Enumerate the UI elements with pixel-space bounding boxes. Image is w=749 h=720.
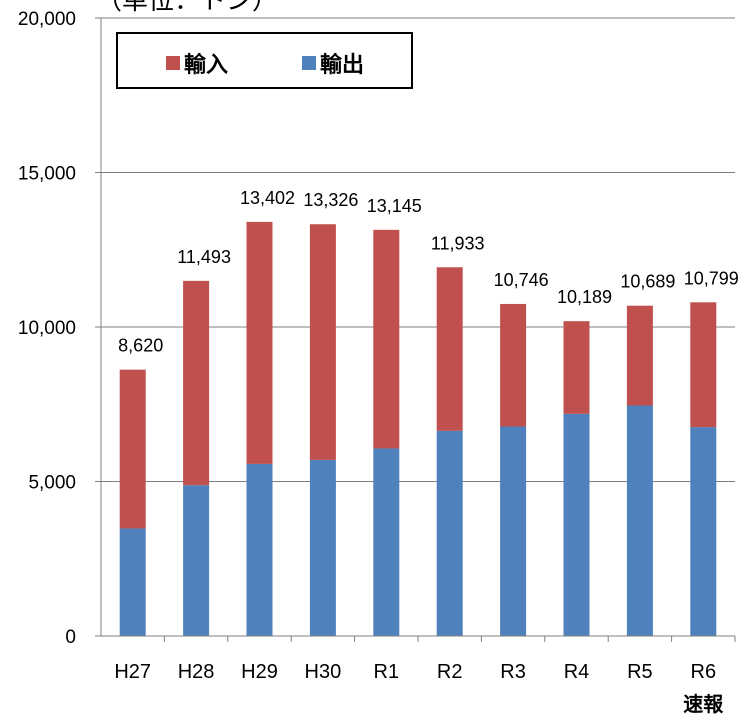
x-tick-label: R1 bbox=[374, 661, 400, 683]
bar-export bbox=[183, 485, 210, 636]
unit-label: （単位：トン） bbox=[96, 0, 279, 16]
y-tick-label: 15,000 bbox=[18, 164, 76, 185]
x-tick-label: R2 bbox=[437, 661, 463, 683]
y-tick-label: 20,000 bbox=[18, 9, 76, 30]
bar-import bbox=[626, 305, 653, 406]
bar-export bbox=[626, 405, 653, 636]
legend-item-import: 輸入 bbox=[166, 47, 228, 79]
bar-export bbox=[500, 426, 527, 636]
data-label-total: 13,145 bbox=[367, 196, 422, 216]
x-tick-label: R4 bbox=[564, 661, 590, 683]
x-tick-sublabel: 速報 bbox=[683, 692, 724, 716]
bar-import bbox=[373, 229, 400, 449]
bar-export bbox=[436, 430, 463, 636]
bar-import bbox=[436, 267, 463, 431]
x-tick-label: H30 bbox=[305, 661, 342, 683]
y-tick-label: 10,000 bbox=[18, 318, 76, 339]
axes bbox=[95, 17, 736, 642]
x-tick-label: H29 bbox=[241, 661, 278, 683]
data-labels: 8,620 11,493 13,402 13,326 13,145 11,933 10,74… bbox=[118, 188, 739, 356]
data-label-total: 11,933 bbox=[431, 233, 485, 253]
y-tick-label: 5,000 bbox=[28, 473, 76, 494]
x-tick-label: H27 bbox=[114, 661, 151, 683]
data-label-total: 10,689 bbox=[620, 272, 675, 292]
bar-import bbox=[119, 369, 146, 529]
y-tick-label: 0 bbox=[65, 627, 76, 648]
legend: 輸入 輸出 bbox=[116, 32, 413, 89]
data-label-total: 10,746 bbox=[494, 270, 549, 290]
bar-export bbox=[563, 413, 590, 636]
data-label-total: 11,493 bbox=[177, 247, 231, 267]
data-label-total: 10,189 bbox=[557, 287, 612, 307]
x-tick-label: R3 bbox=[500, 661, 526, 683]
bar-export bbox=[690, 427, 717, 636]
legend-label-import: 輸入 bbox=[184, 53, 229, 78]
legend-swatch-export bbox=[302, 56, 316, 70]
data-label-total: 8,620 bbox=[118, 336, 163, 356]
legend-label-export: 輸出 bbox=[320, 53, 365, 78]
x-tick-label: H28 bbox=[178, 661, 215, 683]
x-tick-label: R6 bbox=[691, 661, 717, 683]
data-label-total: 10,799 bbox=[684, 268, 739, 288]
x-tick-label: R5 bbox=[627, 661, 653, 683]
bar-import bbox=[246, 221, 273, 464]
legend-swatch-import bbox=[166, 56, 180, 70]
bar-export bbox=[309, 459, 336, 636]
bar-import bbox=[183, 280, 210, 486]
bar-export bbox=[373, 448, 400, 636]
bar-export bbox=[246, 463, 273, 636]
bar-import bbox=[690, 302, 717, 428]
tick-labels: 0 5,000 10,000 15,000 20,000 H27 H28 H29 H30 R1 R2… bbox=[18, 9, 724, 716]
bars bbox=[119, 221, 717, 636]
data-label-total: 13,326 bbox=[303, 190, 358, 210]
bar-import bbox=[563, 321, 590, 414]
data-label-total: 13,402 bbox=[240, 188, 295, 208]
legend-item-export: 輸出 bbox=[302, 47, 364, 79]
bar-import bbox=[500, 303, 527, 427]
bar-export bbox=[119, 528, 146, 636]
bar-import bbox=[309, 224, 336, 460]
